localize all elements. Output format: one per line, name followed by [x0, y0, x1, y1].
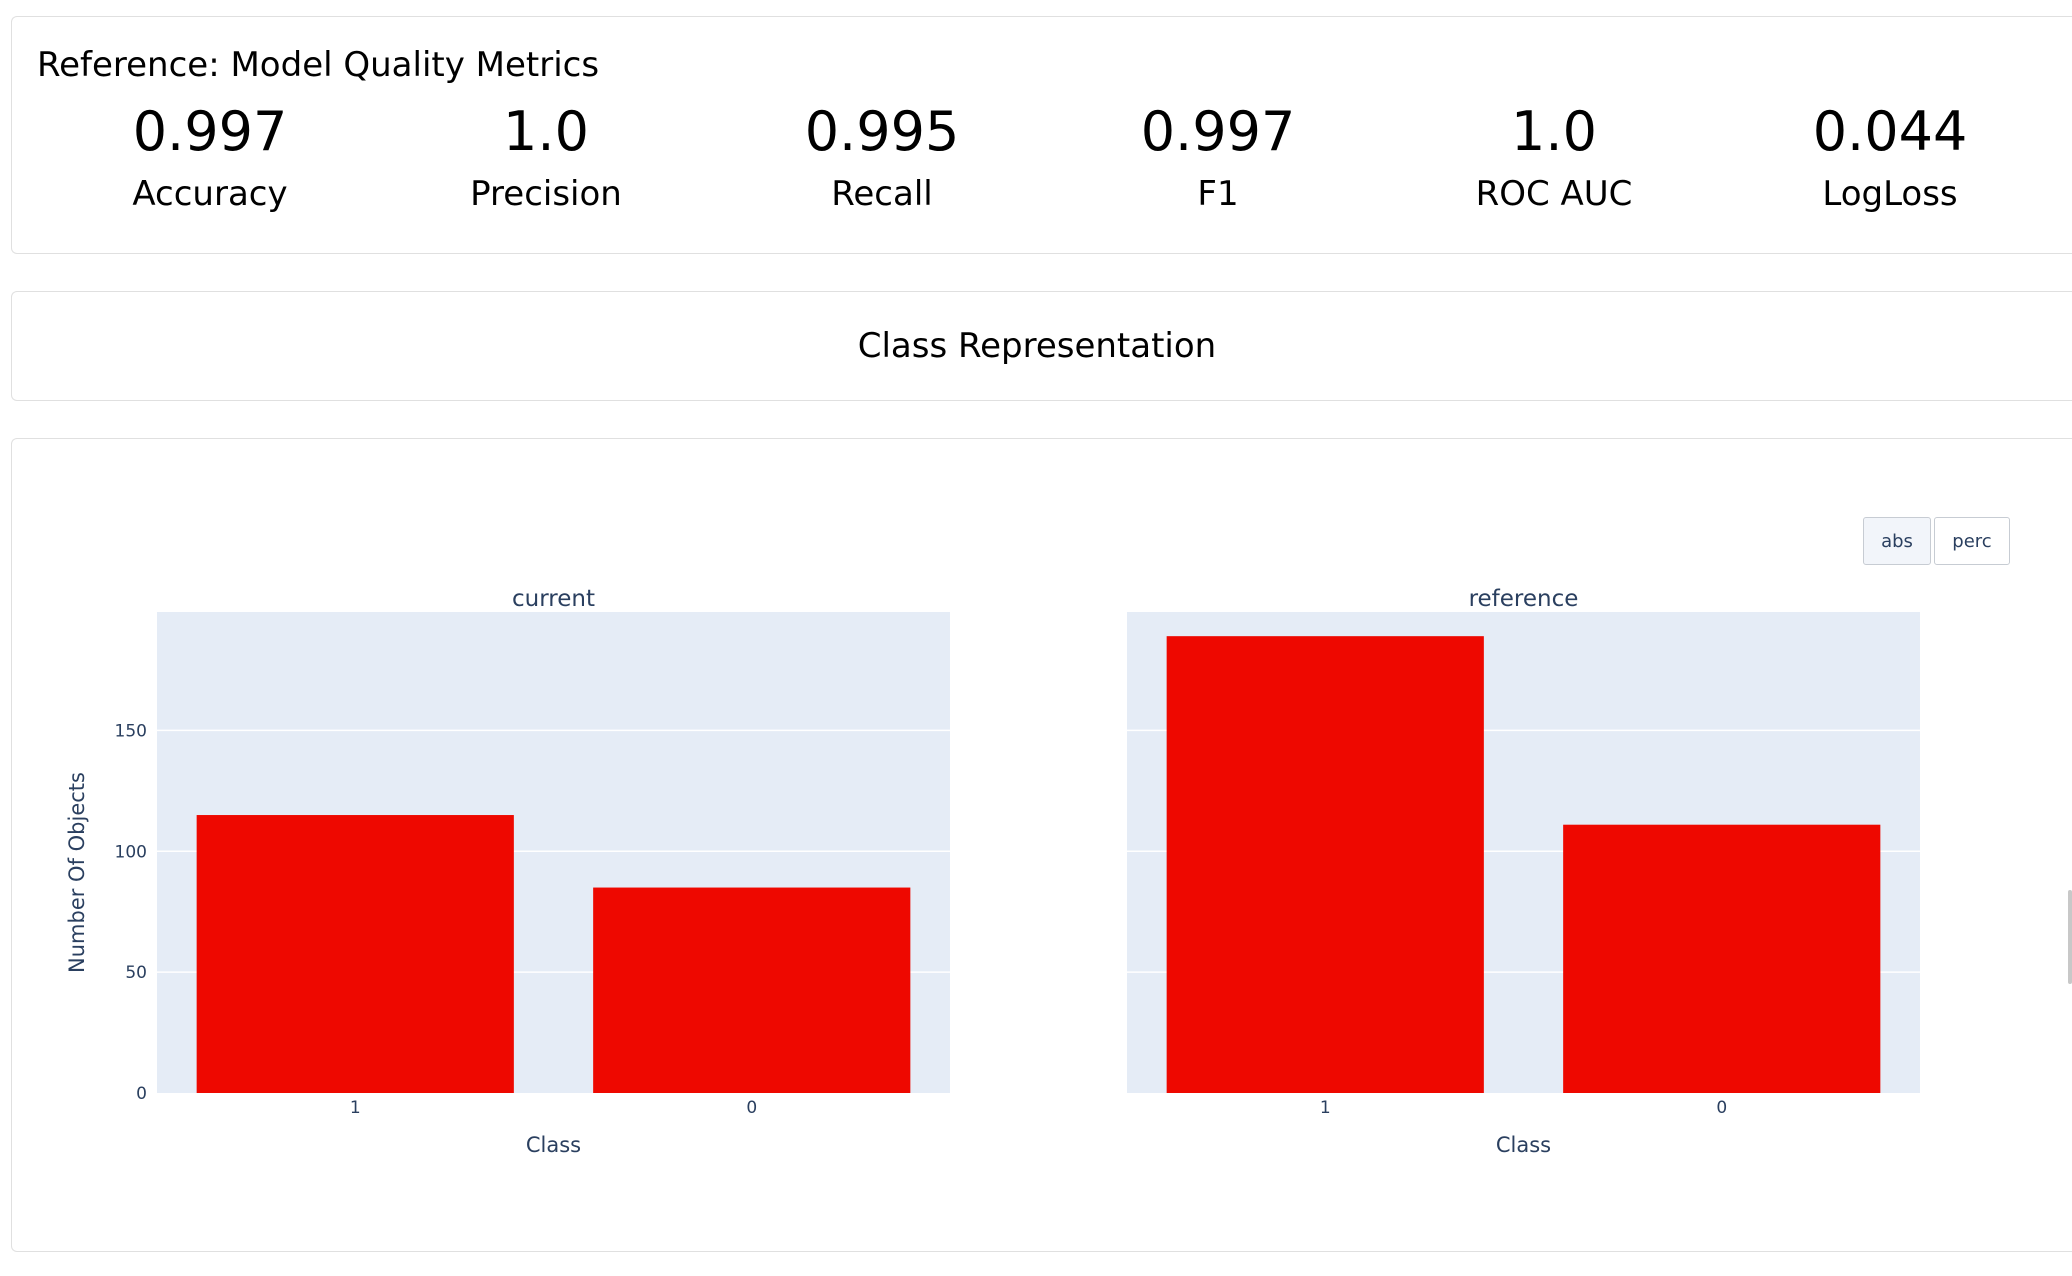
- metric-label: Precision: [470, 174, 622, 214]
- metric-label: Accuracy: [132, 174, 288, 214]
- subplot-title: current: [512, 586, 595, 612]
- class-representation-header: Class Representation: [11, 291, 2072, 401]
- metric-label: ROC AUC: [1475, 174, 1633, 214]
- metrics-panel: Reference: Model Quality Metrics 0.997 A…: [11, 16, 2072, 254]
- y-axis-label: Number Of Objects: [65, 772, 89, 973]
- bar: [1563, 824, 1881, 1093]
- bar: [1166, 636, 1484, 1093]
- metric-value: 0.997: [132, 100, 288, 163]
- metric-value: 0.044: [1812, 100, 1968, 163]
- class-representation-chart-panel: abs perc 0 50 100 150 1 0 current Class Number O…: [11, 438, 2072, 1252]
- metric-value: 0.997: [1140, 100, 1296, 163]
- metric-value: 0.995: [804, 100, 960, 163]
- metric-roc-auc: 1.0 ROC AUC: [1404, 97, 1704, 221]
- metric-label: Recall: [831, 174, 933, 214]
- x-tick-label: 1: [1320, 1098, 1331, 1118]
- bar: [593, 887, 911, 1093]
- scrollbar-thumb[interactable]: [2068, 890, 2072, 984]
- subplot-title: reference: [1469, 586, 1579, 612]
- metrics-title: Reference: Model Quality Metrics: [37, 45, 600, 85]
- x-tick-label: 0: [1716, 1098, 1727, 1118]
- bar: [196, 815, 514, 1093]
- y-tick-label: 50: [125, 963, 147, 983]
- metric-label: F1: [1197, 174, 1239, 214]
- class-representation-title: Class Representation: [857, 326, 1217, 366]
- metric-f1: 0.997 F1: [1068, 97, 1368, 221]
- abs-toggle-button[interactable]: abs: [1863, 517, 1931, 565]
- y-tick-label: 100: [115, 842, 147, 862]
- x-axis-label: Class: [1496, 1133, 1551, 1157]
- metrics-row: 0.997 Accuracy 1.0 Precision 0.995 Recal…: [12, 97, 2062, 247]
- metric-logloss: 0.044 LogLoss: [1740, 97, 2040, 221]
- x-axis-label: Class: [526, 1133, 581, 1157]
- perc-toggle-button[interactable]: perc: [1934, 517, 2010, 565]
- y-tick-label: 0: [136, 1084, 147, 1104]
- metric-value: 1.0: [1511, 100, 1597, 163]
- metric-label: LogLoss: [1822, 174, 1958, 214]
- metric-accuracy: 0.997 Accuracy: [60, 97, 360, 221]
- class-bar-charts: 0 50 100 150 1 0 current Class Number Of Objects…: [65, 586, 1920, 1157]
- x-tick-label: 0: [746, 1098, 757, 1118]
- y-tick-label: 150: [115, 721, 147, 741]
- x-tick-label: 1: [350, 1098, 361, 1118]
- metric-value: 1.0: [503, 100, 589, 163]
- metric-precision: 1.0 Precision: [396, 97, 696, 221]
- metric-recall: 0.995 Recall: [732, 97, 1032, 221]
